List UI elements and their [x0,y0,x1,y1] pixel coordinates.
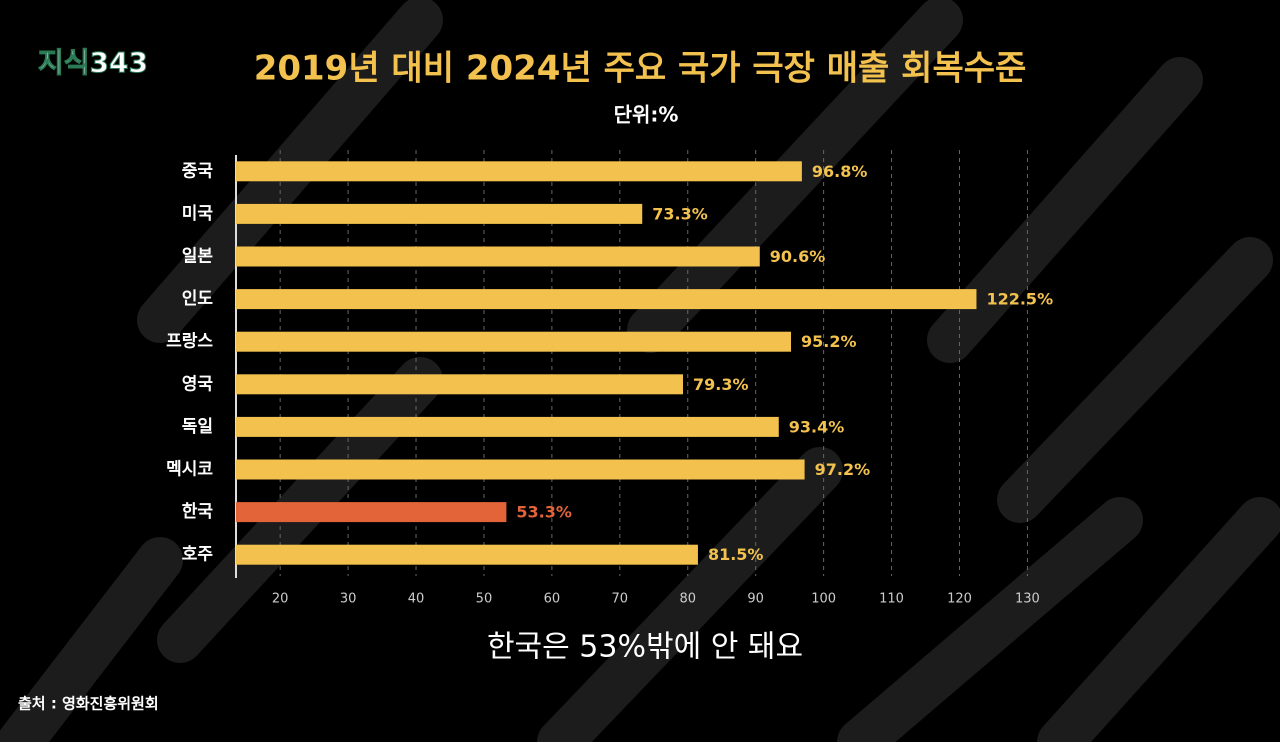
x-tick-label: 100 [811,592,836,607]
x-tick-label: 130 [1015,592,1040,607]
x-tick-label: 20 [272,592,289,607]
data-label: 97.2% [815,460,871,479]
data-label: 73.3% [652,204,708,223]
bar [236,459,805,480]
y-tick-label: 호주 [182,545,214,565]
bar [236,416,779,437]
data-label: 122.5% [986,290,1053,309]
data-label: 90.6% [770,247,826,266]
x-tick-label: 80 [679,592,696,607]
data-label: 95.2% [801,332,857,351]
data-label: 79.3% [693,375,749,394]
x-tick-label: 110 [879,592,904,607]
x-tick-label: 70 [612,592,629,607]
x-tick-label: 30 [340,592,357,607]
data-label: 53.3% [516,503,572,522]
y-tick-label: 미국 [182,204,214,224]
x-tick-label: 60 [544,592,561,607]
y-tick-label: 일본 [182,247,214,267]
bar [236,374,683,395]
chart-title: 2019년 대비 2024년 주요 국가 극장 매출 회복수준 [254,49,1027,89]
bar [236,544,698,565]
x-tick-label: 120 [947,592,972,607]
y-tick-label: 독일 [182,417,213,437]
x-tick-label: 40 [408,592,425,607]
data-label: 93.4% [789,417,845,436]
y-tick-label: 인도 [182,289,214,309]
source: 출처 : 영화진흥위원회 [18,695,159,713]
bar [236,502,507,523]
bar [236,331,792,352]
x-tick-label: 90 [747,592,764,607]
x-tick-label: 50 [476,592,493,607]
caption: 한국은 53%밖에 안 돼요 [487,630,803,665]
y-tick-label: 영국 [182,374,214,394]
bar [236,289,977,310]
y-tick-label: 멕시코 [166,460,213,480]
bar [236,203,643,224]
data-label: 81.5% [708,545,764,564]
bar [236,161,802,182]
y-tick-label: 프랑스 [166,332,213,352]
chart-subtitle: 단위:% [614,103,679,127]
y-tick-label: 중국 [182,161,214,181]
y-tick-label: 한국 [182,502,214,522]
logo: 지식343 [38,46,148,79]
bar [236,246,760,267]
data-label: 96.8% [812,162,868,181]
